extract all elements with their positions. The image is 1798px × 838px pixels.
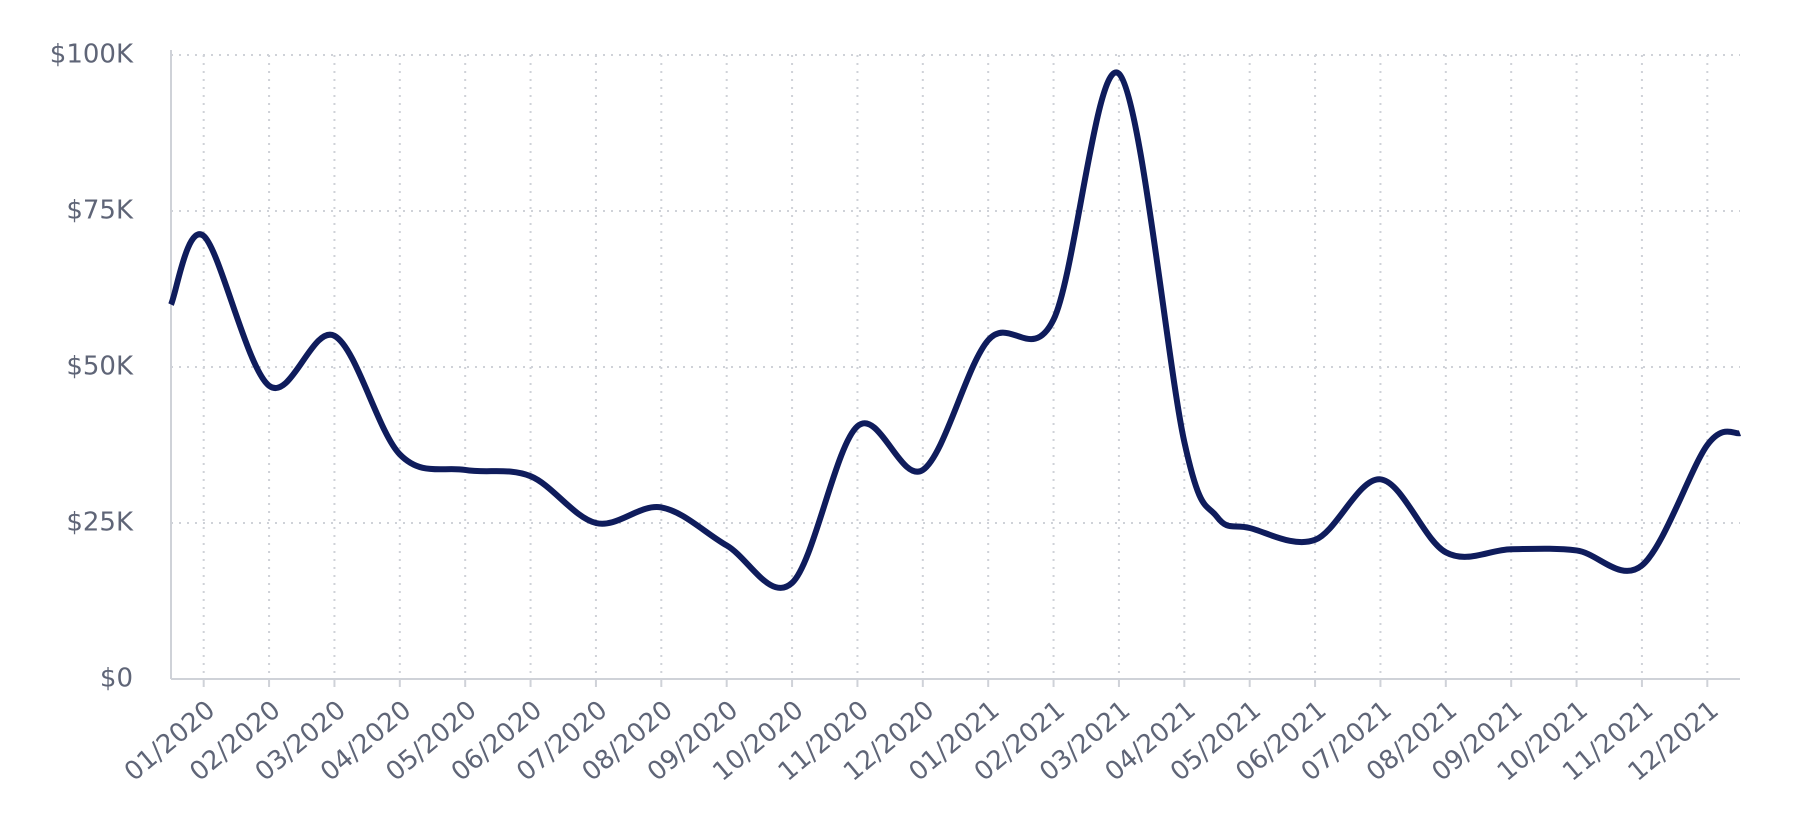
y-tick-label: $25K bbox=[66, 508, 134, 538]
y-tick-label: $0 bbox=[100, 664, 133, 694]
y-tick-label: $100K bbox=[50, 40, 134, 70]
line bbox=[168, 69, 1742, 591]
y-tick-label: $50K bbox=[66, 352, 134, 382]
y-tick-label: $75K bbox=[66, 196, 134, 226]
